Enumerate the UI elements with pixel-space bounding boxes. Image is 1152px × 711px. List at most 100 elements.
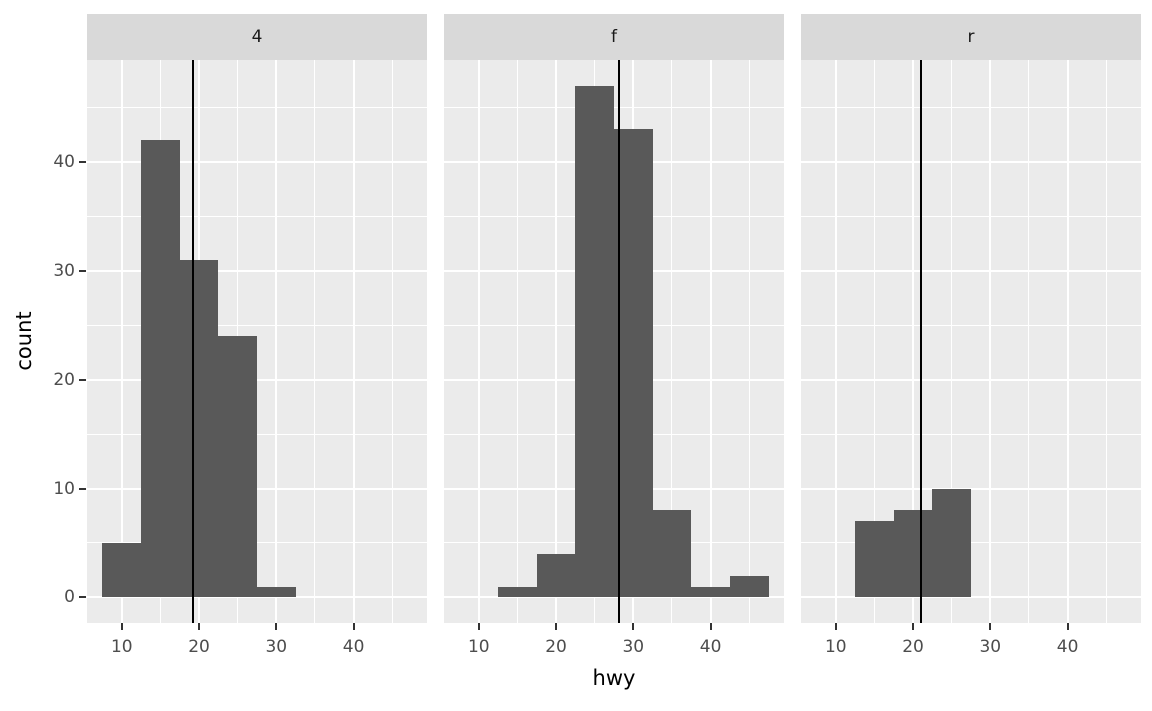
- y-tick-label: 40: [53, 151, 75, 172]
- histogram-bar: [179, 259, 219, 598]
- histogram-bar: [614, 129, 653, 598]
- x-minor-gridline: [1028, 60, 1030, 623]
- x-minor-gridline: [314, 60, 316, 623]
- histogram-bar: [536, 553, 576, 598]
- y-major-gridline: [801, 487, 1141, 490]
- histogram-bar: [498, 586, 537, 598]
- x-tick-label: 30: [265, 637, 288, 657]
- facet-strip: f: [444, 14, 784, 60]
- x-major-gridline: [834, 60, 837, 623]
- facet-strip-label: 4: [251, 27, 263, 47]
- y-minor-gridline: [801, 433, 1141, 435]
- x-tick-label: 40: [342, 637, 365, 657]
- y-major-gridline: [801, 596, 1141, 599]
- x-tick-label: 40: [699, 637, 722, 657]
- histogram-bar: [102, 542, 142, 598]
- x-minor-gridline: [951, 60, 953, 623]
- x-tick-label: 10: [110, 637, 133, 657]
- x-tick-mark: [1066, 623, 1069, 630]
- y-tick-mark: [79, 160, 86, 163]
- histogram-bar: [652, 510, 692, 598]
- x-tick-label: 20: [902, 637, 924, 657]
- x-major-gridline: [120, 60, 123, 623]
- x-minor-gridline: [873, 60, 875, 623]
- x-tick-mark: [555, 623, 558, 630]
- mean-vline: [618, 60, 621, 623]
- x-major-gridline: [352, 60, 355, 623]
- histogram-bar: [729, 575, 769, 598]
- x-minor-gridline: [1105, 60, 1107, 623]
- x-tick-mark: [632, 623, 635, 630]
- y-minor-gridline: [87, 215, 427, 217]
- facet-strip-label: f: [611, 27, 617, 47]
- x-tick-mark: [834, 623, 837, 630]
- x-minor-gridline: [671, 60, 673, 623]
- x-tick-label: 30: [622, 637, 645, 657]
- y-major-gridline: [801, 160, 1141, 163]
- y-major-gridline: [801, 269, 1141, 272]
- mean-vline: [191, 60, 194, 623]
- x-tick-mark: [912, 623, 915, 630]
- histogram-bar: [575, 85, 614, 598]
- y-axis-title: count: [12, 311, 36, 371]
- y-minor-gridline: [801, 542, 1141, 544]
- y-tick-mark: [79, 378, 86, 381]
- y-major-gridline: [87, 378, 427, 381]
- histogram-bar: [141, 140, 180, 598]
- x-tick-mark: [120, 623, 123, 630]
- x-major-gridline: [275, 60, 278, 623]
- x-major-gridline: [709, 60, 712, 623]
- y-tick-label: 30: [53, 260, 75, 281]
- facet-strip: 4: [87, 14, 427, 60]
- y-major-gridline: [87, 160, 427, 163]
- x-major-gridline: [477, 60, 480, 623]
- x-tick-label: 20: [545, 637, 567, 657]
- y-tick-label: 0: [64, 587, 75, 608]
- x-tick-mark: [989, 623, 992, 630]
- facet-strip: r: [801, 14, 1141, 60]
- y-tick-mark: [79, 269, 86, 272]
- x-major-gridline: [912, 60, 915, 623]
- mean-vline: [919, 60, 922, 623]
- y-minor-gridline: [801, 106, 1141, 108]
- x-tick-mark: [352, 623, 355, 630]
- y-major-gridline: [444, 596, 784, 599]
- histogram-bar: [893, 510, 933, 598]
- y-minor-gridline: [87, 542, 427, 544]
- y-major-gridline: [87, 269, 427, 272]
- facet-panel: [801, 60, 1141, 623]
- x-tick-mark: [275, 623, 278, 630]
- x-minor-gridline: [516, 60, 518, 623]
- x-axis-title: hwy: [592, 666, 636, 690]
- x-tick-mark: [198, 623, 201, 630]
- x-tick-label: 30: [979, 637, 1002, 657]
- y-major-gridline: [801, 378, 1141, 381]
- x-tick-mark: [709, 623, 712, 630]
- x-tick-mark: [477, 623, 480, 630]
- x-major-gridline: [1066, 60, 1069, 623]
- y-tick-mark: [79, 487, 86, 490]
- y-minor-gridline: [87, 433, 427, 435]
- facet-panel: [87, 60, 427, 623]
- y-minor-gridline: [87, 324, 427, 326]
- x-tick-label: 10: [824, 637, 847, 657]
- x-minor-gridline: [391, 60, 393, 623]
- x-major-gridline: [555, 60, 558, 623]
- histogram-bar: [932, 488, 971, 598]
- y-tick-label: 10: [53, 478, 75, 499]
- x-major-gridline: [989, 60, 992, 623]
- y-minor-gridline: [801, 215, 1141, 217]
- x-minor-gridline: [748, 60, 750, 623]
- histogram-bar: [691, 586, 730, 598]
- histogram-bar: [257, 586, 296, 598]
- y-major-gridline: [87, 487, 427, 490]
- facet-strip-label: r: [967, 27, 975, 47]
- y-minor-gridline: [87, 106, 427, 108]
- y-major-gridline: [87, 596, 427, 599]
- x-tick-label: 20: [188, 637, 210, 657]
- x-tick-label: 10: [467, 637, 490, 657]
- y-minor-gridline: [801, 324, 1141, 326]
- y-tick-mark: [79, 596, 86, 599]
- x-tick-label: 40: [1056, 637, 1079, 657]
